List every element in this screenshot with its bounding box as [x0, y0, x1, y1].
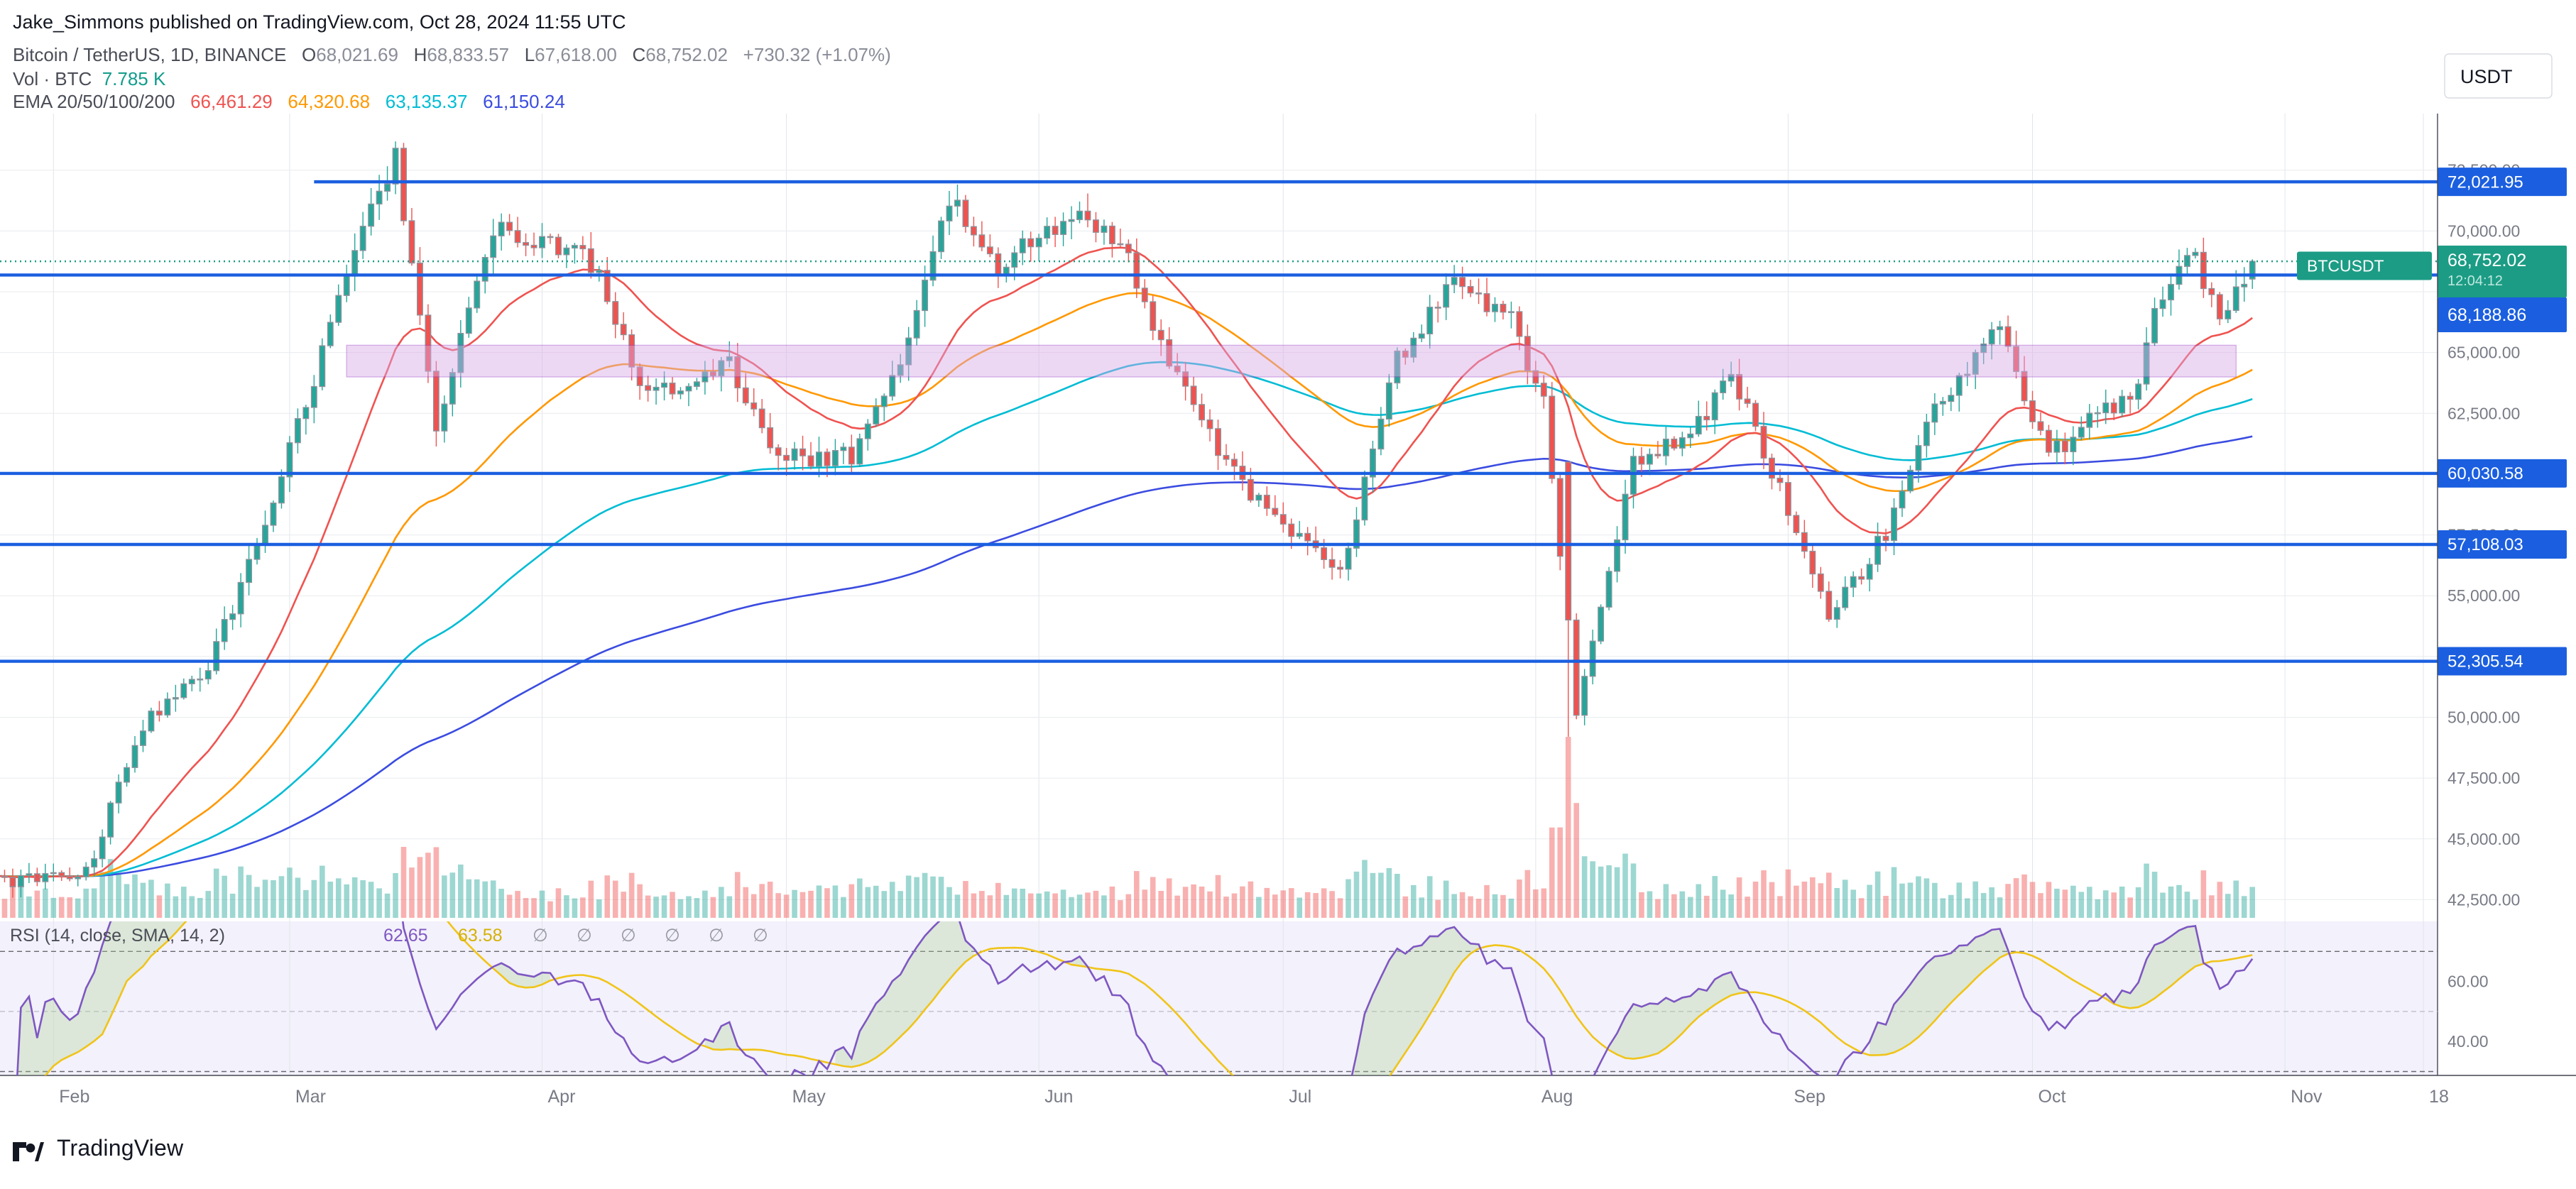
- svg-text:∅: ∅: [665, 926, 680, 946]
- svg-text:65,000.00: 65,000.00: [2447, 344, 2520, 362]
- svg-text:∅: ∅: [577, 926, 592, 946]
- svg-text:40.00: 40.00: [2447, 1032, 2489, 1051]
- svg-text:50,000.00: 50,000.00: [2447, 708, 2520, 727]
- svg-text:63.58: 63.58: [458, 926, 503, 946]
- svg-text:70,000.00: 70,000.00: [2447, 221, 2520, 240]
- svg-text:Oct: Oct: [2039, 1087, 2066, 1107]
- svg-text:BTCUSDT: BTCUSDT: [2307, 257, 2384, 275]
- svg-text:Aug: Aug: [1541, 1087, 1573, 1107]
- svg-text:∅: ∅: [753, 926, 768, 946]
- svg-text:∅: ∅: [709, 926, 724, 946]
- svg-text:52,305.54: 52,305.54: [2447, 652, 2523, 672]
- svg-text:47,500.00: 47,500.00: [2447, 769, 2520, 787]
- svg-text:62.65: 62.65: [383, 926, 428, 946]
- svg-text:42,500.00: 42,500.00: [2447, 890, 2520, 909]
- svg-text:57,108.03: 57,108.03: [2447, 535, 2523, 554]
- svg-text:Jul: Jul: [1289, 1087, 1311, 1107]
- svg-text:RSI (14, close, SMA, 14, 2): RSI (14, close, SMA, 14, 2): [10, 926, 225, 946]
- svg-text:Apr: Apr: [547, 1087, 575, 1107]
- svg-text:62,500.00: 62,500.00: [2447, 404, 2520, 422]
- svg-text:68,752.02: 68,752.02: [2447, 251, 2526, 270]
- svg-text:Jun: Jun: [1044, 1087, 1073, 1107]
- svg-text:68,188.86: 68,188.86: [2447, 305, 2526, 325]
- svg-text:60.00: 60.00: [2447, 972, 2489, 991]
- svg-text:USDT: USDT: [2460, 66, 2513, 87]
- svg-text:45,000.00: 45,000.00: [2447, 830, 2520, 848]
- svg-text:May: May: [792, 1087, 826, 1107]
- svg-text:Mar: Mar: [295, 1087, 326, 1107]
- svg-text:18: 18: [2429, 1087, 2449, 1107]
- svg-text:Feb: Feb: [59, 1087, 89, 1107]
- svg-text:55,000.00: 55,000.00: [2447, 586, 2520, 605]
- svg-text:∅: ∅: [533, 926, 548, 946]
- svg-text:12:04:12: 12:04:12: [2447, 273, 2503, 289]
- svg-text:Sep: Sep: [1794, 1087, 1825, 1107]
- svg-text:∅: ∅: [621, 926, 636, 946]
- svg-text:72,021.95: 72,021.95: [2447, 172, 2523, 192]
- svg-text:Nov: Nov: [2291, 1087, 2323, 1107]
- svg-text:60,030.58: 60,030.58: [2447, 464, 2523, 483]
